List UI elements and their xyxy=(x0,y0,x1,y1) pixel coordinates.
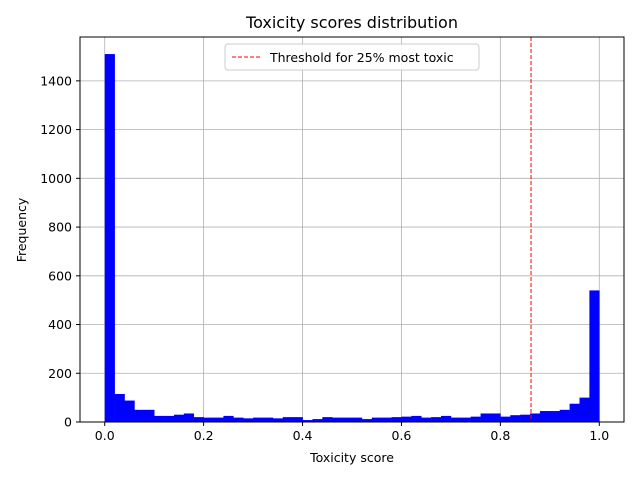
histogram-bar xyxy=(302,420,313,422)
histogram-bar xyxy=(203,417,214,422)
histogram-bar xyxy=(391,417,402,422)
histogram-bar xyxy=(510,415,521,422)
histogram-bar xyxy=(530,413,541,422)
histogram-bars xyxy=(104,54,600,423)
histogram-bar xyxy=(470,416,481,422)
x-tick-label: 0.4 xyxy=(293,428,313,443)
histogram-bar xyxy=(441,415,452,422)
histogram-bar xyxy=(134,409,145,422)
histogram-bar xyxy=(520,414,531,422)
histogram-bar xyxy=(401,416,412,422)
histogram-bar xyxy=(332,417,343,422)
histogram-bar xyxy=(569,403,580,422)
histogram-bar xyxy=(243,418,254,422)
y-tick-label: 1400 xyxy=(40,73,72,88)
y-tick-label: 1200 xyxy=(40,122,72,137)
histogram-bar xyxy=(549,411,561,422)
histogram-bar xyxy=(539,411,551,422)
y-tick-label: 200 xyxy=(48,366,72,381)
plot-frame xyxy=(79,36,625,423)
x-axis-ticks: 0.0 0.2 0.4 0.6 0.8 1.0 xyxy=(95,422,609,443)
y-tick-label: 400 xyxy=(48,317,72,332)
x-tick-label: 0.6 xyxy=(392,428,412,443)
histogram-bar xyxy=(312,419,323,422)
y-axis-label: Frequency xyxy=(14,197,29,262)
histogram-bar xyxy=(272,418,284,422)
histogram-bar xyxy=(421,417,432,422)
histogram-bar xyxy=(490,413,501,422)
histogram-bar xyxy=(223,415,234,422)
legend-box xyxy=(224,43,480,71)
y-tick-label: 0 xyxy=(64,415,72,430)
histogram-bar xyxy=(213,417,224,422)
chart-title: Toxicity scores distribution xyxy=(245,13,458,32)
histogram-bar xyxy=(233,417,244,422)
histogram-bar xyxy=(361,419,373,422)
x-tick-label: 0.0 xyxy=(95,428,115,443)
x-tick-label: 0.8 xyxy=(490,428,510,443)
histogram-bar xyxy=(183,413,195,422)
histogram-bar xyxy=(173,414,185,422)
grid xyxy=(80,37,624,423)
histogram-bar xyxy=(104,54,115,423)
y-tick-label: 600 xyxy=(48,268,72,283)
y-tick-label: 1000 xyxy=(40,171,72,186)
histogram-bar xyxy=(500,416,511,422)
y-axis-ticks: 0 200 400 600 800 1000 1200 1400 xyxy=(40,73,80,430)
y-tick-label: 800 xyxy=(48,220,72,235)
histogram-bar xyxy=(164,415,175,422)
legend: Threshold for 25% most toxic xyxy=(224,43,480,71)
histogram-bar xyxy=(154,415,165,422)
x-axis-label: Toxicity score xyxy=(309,450,394,465)
histogram-bar xyxy=(352,417,363,422)
x-tick-label: 0.2 xyxy=(194,428,214,443)
histogram-bar xyxy=(381,417,392,422)
histogram-bar xyxy=(411,415,422,422)
histogram-bar xyxy=(282,417,293,422)
histogram-bar xyxy=(431,417,442,422)
histogram-bar xyxy=(253,417,264,422)
histogram-bar xyxy=(262,417,274,422)
histogram-bar xyxy=(124,400,135,422)
histogram-bar xyxy=(559,409,570,422)
histogram-bar xyxy=(371,417,382,422)
x-tick-label: 1.0 xyxy=(589,428,609,443)
histogram-bar xyxy=(480,413,491,422)
histogram-bar xyxy=(144,409,155,422)
histogram-bar xyxy=(342,417,353,422)
histogram-bar xyxy=(322,417,333,422)
histogram-bar xyxy=(589,290,600,422)
histogram-bar xyxy=(460,417,471,422)
legend-threshold-label: Threshold for 25% most toxic xyxy=(269,50,454,65)
histogram-bar xyxy=(193,417,204,422)
histogram-bar xyxy=(450,417,462,422)
histogram-bar xyxy=(292,417,303,422)
histogram-bar xyxy=(579,397,590,422)
histogram-bar xyxy=(114,393,125,422)
